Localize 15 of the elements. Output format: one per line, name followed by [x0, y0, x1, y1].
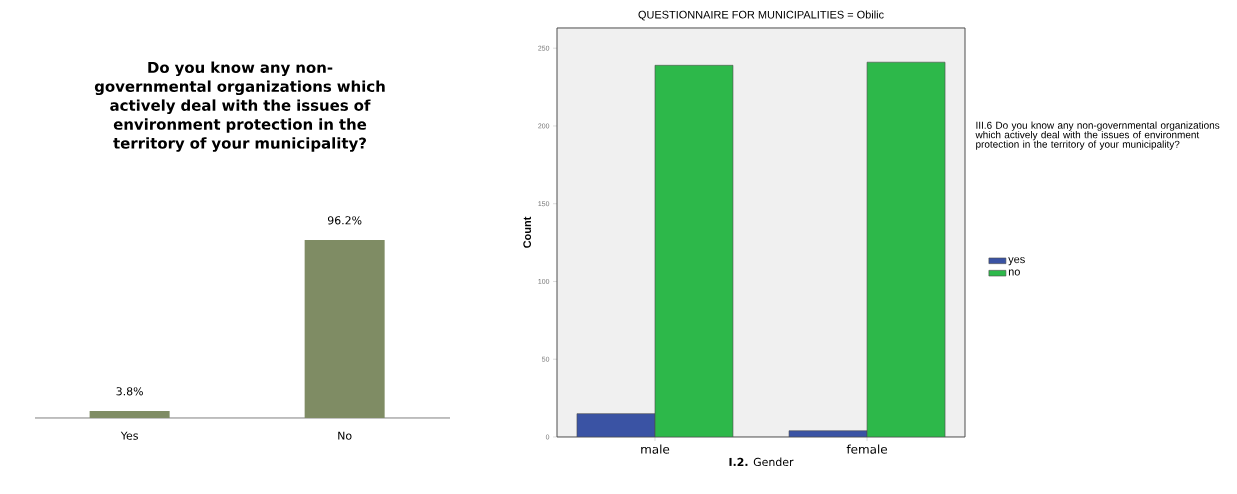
x-tick-label: Yes	[120, 431, 138, 440]
legend-label: yes	[1008, 257, 1025, 266]
data-label: 96.2%	[327, 216, 362, 225]
bar	[654, 65, 734, 437]
legend-label: no	[1008, 269, 1020, 276]
x-tick-label: male	[641, 444, 670, 454]
chart-title: Do you know any non-governmental organizations which actively deal with the issues of environment protection in the territory of your municipality?	[94, 61, 385, 152]
data-label: 3.8%	[116, 387, 143, 396]
x-tick-label: female	[846, 444, 888, 454]
chart-title: QUESTIONNAIRE FOR MUNICIPALITIES = Obilic	[638, 10, 884, 21]
x-tick-label: No	[338, 431, 352, 440]
bar	[866, 61, 946, 437]
y-axis-title: Count	[523, 216, 532, 248]
legend-title: III.6 Do you know any non-governmental organizations which actively deal with the issues of environment protection in the territory of your municipality?	[975, 121, 1220, 150]
x-axis-title: I.2. Gender	[729, 457, 794, 467]
